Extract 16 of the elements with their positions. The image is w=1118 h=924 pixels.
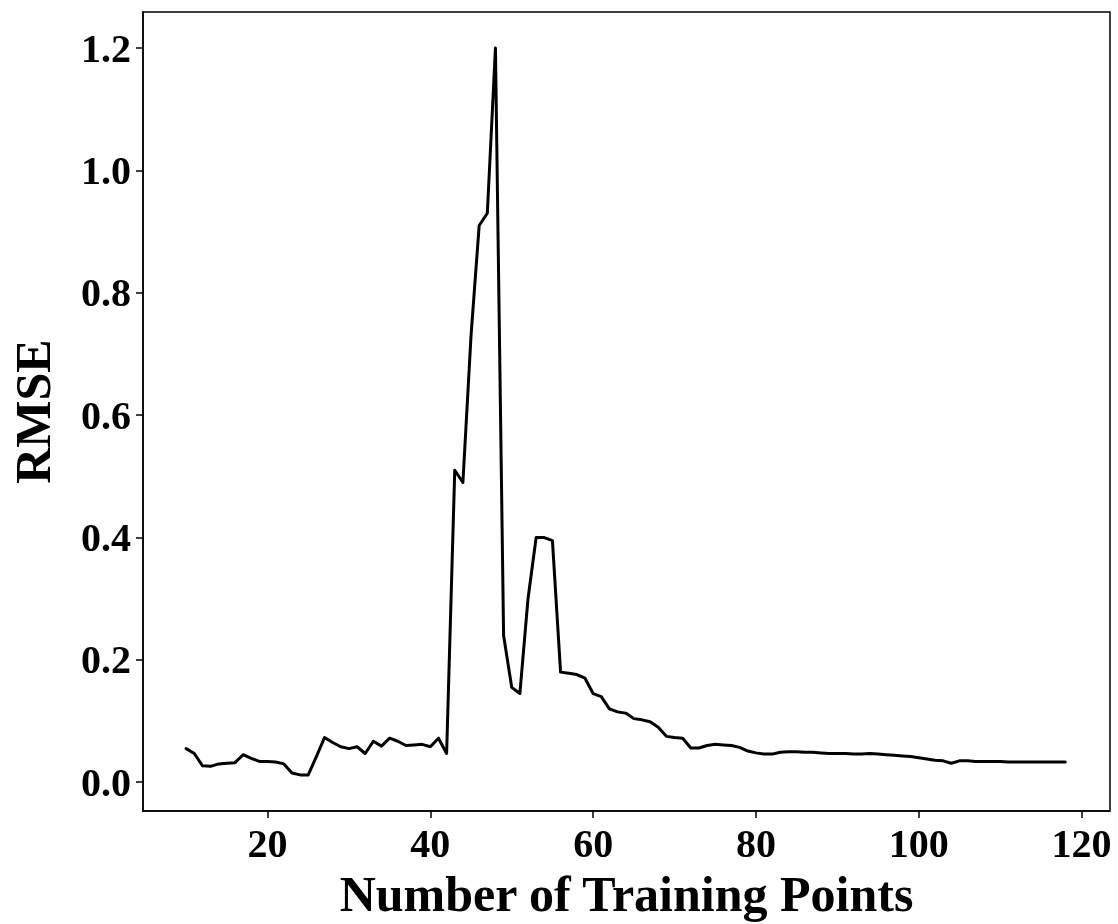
y-tick-label: 0.8 (81, 270, 131, 316)
y-tick-label: 1.2 (81, 25, 131, 71)
x-tick-label: 80 (735, 820, 776, 866)
x-tick-label: 120 (1051, 820, 1112, 866)
y-axis-title: RMSE (5, 339, 61, 484)
x-tick-label: 40 (410, 820, 451, 866)
x-tick-label: 20 (247, 820, 288, 866)
y-tick-label: 0.0 (81, 759, 131, 805)
x-tick-label: 100 (888, 820, 949, 866)
y-tick-label: 0.2 (81, 637, 131, 683)
y-tick-label: 0.6 (81, 392, 131, 438)
x-axis-title: Number of Training Points (339, 866, 914, 922)
y-tick-label: 0.4 (81, 515, 131, 561)
line-series (184, 46, 1067, 777)
x-tick-label: 60 (573, 820, 614, 866)
y-tick-label: 1.0 (81, 147, 131, 193)
